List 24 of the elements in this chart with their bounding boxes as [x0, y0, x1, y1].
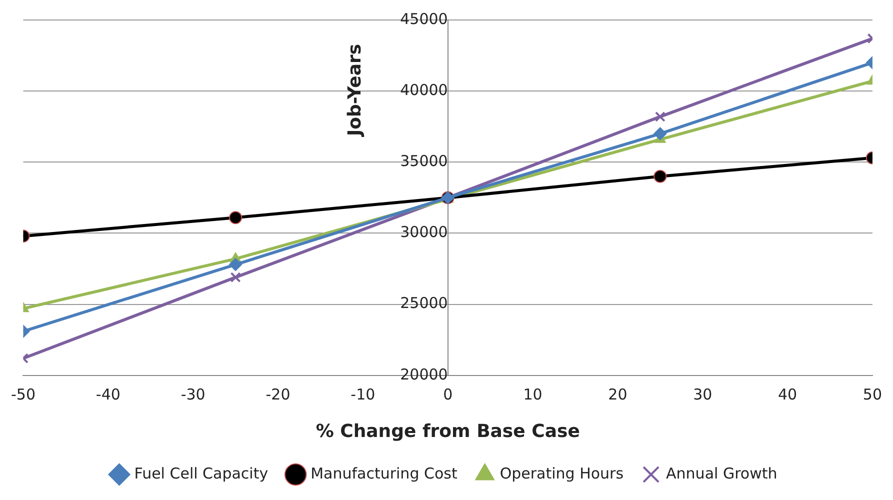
legend-label: Annual Growth: [666, 464, 778, 482]
x-tick-label: 0: [443, 385, 453, 404]
x-tick-label: 40: [778, 385, 798, 404]
legend-label: Operating Hours: [500, 464, 624, 482]
point: [229, 258, 242, 272]
y-tick-label: 40000: [400, 80, 448, 99]
x-tick-label: 10: [523, 385, 542, 404]
x-tick-label: 30: [693, 385, 712, 404]
x-tick-label: -30: [180, 385, 206, 404]
y-tick-label: 35000: [400, 152, 448, 170]
y-tick-label: 20000: [400, 365, 448, 384]
legend-label: Manufacturing Cost: [310, 464, 458, 482]
y-axis-title: Job-Years: [344, 44, 366, 138]
x-axis-title: % Change from Base Case: [316, 420, 580, 442]
x-tick-label: -20: [266, 385, 290, 404]
x-tick-label: -40: [96, 385, 120, 404]
y-tick-label: 45000: [400, 10, 448, 28]
x-tick-label: 50: [862, 385, 882, 404]
x-tick-label: -10: [350, 385, 376, 404]
y-tick-label: 30000: [400, 223, 448, 242]
x-tick-label: -50: [11, 385, 36, 404]
legend-label: Fuel Cell Capacity: [134, 464, 268, 482]
y-tick-label: 25000: [400, 294, 448, 312]
x-tick-label: 20: [608, 385, 628, 404]
